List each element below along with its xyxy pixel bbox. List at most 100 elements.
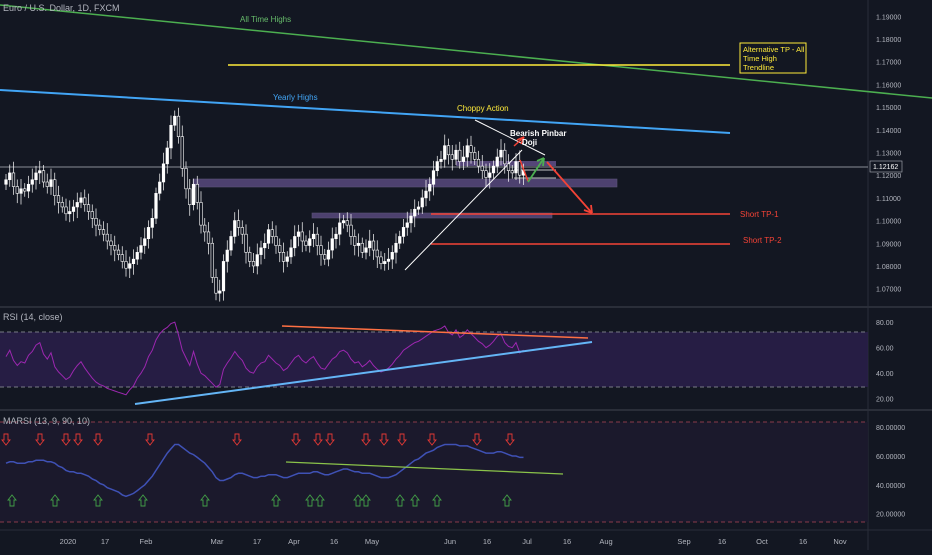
- candle[interactable]: [56, 185, 61, 214]
- candle[interactable]: [173, 110, 177, 131]
- candle[interactable]: [266, 223, 271, 249]
- candle[interactable]: [386, 248, 391, 270]
- candle[interactable]: [311, 223, 316, 248]
- candle[interactable]: [450, 145, 454, 171]
- rsi-descending-trendline[interactable]: [281, 325, 589, 339]
- candle[interactable]: [116, 244, 121, 261]
- candle[interactable]: [390, 245, 394, 269]
- price-axis[interactable]: 1.19000 1.18000 1.17000 1.16000 1.15000 1.140…: [876, 14, 901, 293]
- candle[interactable]: [4, 174, 8, 190]
- candle[interactable]: [495, 148, 499, 174]
- candle[interactable]: [458, 141, 462, 169]
- candle[interactable]: [465, 138, 469, 167]
- candle[interactable]: [98, 219, 102, 236]
- candle[interactable]: [334, 227, 338, 249]
- support-zone-lower[interactable]: [311, 212, 553, 219]
- candle[interactable]: [278, 238, 282, 263]
- candle[interactable]: [383, 253, 387, 271]
- candle[interactable]: [398, 230, 402, 249]
- candle[interactable]: [90, 204, 94, 229]
- candle[interactable]: [259, 240, 263, 265]
- marsi-line[interactable]: [5, 443, 524, 498]
- candle[interactable]: [251, 253, 256, 273]
- descending-resistance-line[interactable]: [474, 119, 546, 156]
- candle[interactable]: [375, 240, 379, 269]
- red-arrow-target[interactable]: [546, 161, 593, 214]
- red-arrow-small[interactable]: [513, 136, 525, 147]
- marsi-trendline[interactable]: [285, 461, 564, 475]
- candle[interactable]: [135, 246, 139, 265]
- candle[interactable]: [285, 251, 289, 268]
- candle[interactable]: [210, 237, 214, 283]
- candle[interactable]: [165, 140, 169, 174]
- candle[interactable]: [454, 144, 458, 165]
- candle[interactable]: [296, 224, 301, 247]
- candle[interactable]: [60, 196, 64, 213]
- candle[interactable]: [203, 218, 207, 242]
- candle[interactable]: [218, 279, 222, 302]
- candle[interactable]: [319, 235, 323, 266]
- candle[interactable]: [428, 177, 432, 201]
- candle[interactable]: [356, 233, 361, 257]
- candle[interactable]: [11, 161, 16, 195]
- candle[interactable]: [488, 163, 492, 189]
- candle[interactable]: [413, 199, 417, 228]
- candle[interactable]: [274, 225, 278, 254]
- candle[interactable]: [443, 134, 447, 168]
- candle[interactable]: [281, 242, 286, 273]
- candle[interactable]: [68, 200, 72, 223]
- candle[interactable]: [101, 221, 106, 242]
- candle[interactable]: [315, 227, 319, 256]
- candle[interactable]: [109, 233, 113, 256]
- support-zone-main[interactable]: [192, 178, 618, 188]
- candle[interactable]: [364, 239, 368, 260]
- candle[interactable]: [431, 160, 436, 196]
- candle[interactable]: [405, 211, 409, 236]
- candle[interactable]: [53, 172, 57, 206]
- candle[interactable]: [338, 213, 342, 246]
- candle[interactable]: [176, 107, 181, 144]
- candle[interactable]: [229, 230, 233, 256]
- candle[interactable]: [353, 229, 357, 256]
- candle[interactable]: [420, 189, 424, 214]
- candle[interactable]: [484, 163, 488, 188]
- candle[interactable]: [476, 150, 481, 174]
- candle[interactable]: [236, 209, 241, 236]
- candle[interactable]: [41, 164, 46, 188]
- candle[interactable]: [45, 173, 49, 194]
- red-arrow-drop[interactable]: [519, 159, 529, 182]
- candle[interactable]: [345, 212, 349, 233]
- candle[interactable]: [304, 235, 308, 252]
- candle[interactable]: [75, 192, 79, 219]
- candle[interactable]: [379, 251, 383, 270]
- all-time-high-trendline[interactable]: [0, 4, 932, 99]
- candle[interactable]: [326, 241, 331, 267]
- candle[interactable]: [244, 224, 248, 264]
- candle[interactable]: [30, 168, 34, 193]
- candle[interactable]: [64, 198, 68, 221]
- candle[interactable]: [233, 212, 237, 244]
- rsi-line[interactable]: [5, 321, 524, 396]
- candle[interactable]: [461, 145, 466, 170]
- candle[interactable]: [180, 125, 184, 177]
- candle[interactable]: [293, 225, 297, 257]
- price-candles[interactable]: [4, 107, 526, 302]
- rising-support-trendline[interactable]: [404, 149, 523, 271]
- candle[interactable]: [300, 222, 304, 253]
- time-axis[interactable]: 2020 17 Feb Mar 17 Apr 16 May Jun 16 Jul 16 Aug Sep 16…: [60, 537, 847, 546]
- candle[interactable]: [79, 192, 83, 209]
- green-arrow-up[interactable]: [527, 157, 545, 183]
- candle[interactable]: [394, 233, 398, 264]
- candle[interactable]: [71, 199, 76, 222]
- candle[interactable]: [23, 183, 27, 197]
- candle[interactable]: [330, 227, 334, 259]
- candle[interactable]: [199, 191, 203, 234]
- candle[interactable]: [214, 268, 218, 301]
- candle[interactable]: [143, 227, 147, 254]
- candle[interactable]: [38, 160, 42, 185]
- candle[interactable]: [499, 139, 503, 166]
- candle[interactable]: [368, 229, 372, 257]
- candle[interactable]: [195, 175, 199, 210]
- candle[interactable]: [19, 179, 23, 205]
